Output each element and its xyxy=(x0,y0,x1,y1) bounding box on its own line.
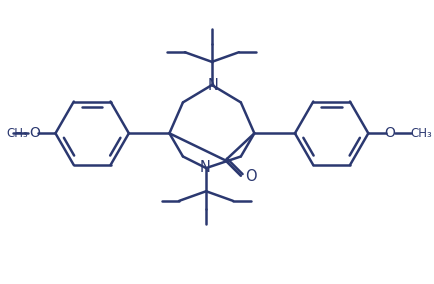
Text: N: N xyxy=(207,78,218,93)
Text: O: O xyxy=(383,126,394,140)
Text: O: O xyxy=(29,126,39,140)
Text: CH₃: CH₃ xyxy=(410,127,431,140)
Text: CH₃: CH₃ xyxy=(6,127,28,140)
Text: N: N xyxy=(199,160,210,175)
Text: O: O xyxy=(244,169,256,184)
